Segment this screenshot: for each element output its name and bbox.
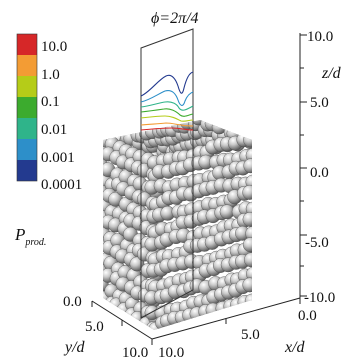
figure-title: ϕ=2π/4: [151, 10, 199, 27]
particle-sphere: [245, 226, 252, 242]
z-tick-label-4: -10.0: [304, 290, 335, 306]
legend-swatch-0: [17, 34, 37, 55]
contour-line-1: [140, 90, 194, 106]
y-tick-label-2: 10.0: [122, 345, 148, 360]
legend-swatch-3: [17, 97, 37, 118]
legend-quantity-symbol: P: [14, 225, 25, 244]
slice-plane-outline: [140, 28, 194, 319]
x-axis-label: x/d: [284, 339, 306, 356]
legend-label-0: 10.0: [41, 39, 67, 55]
legend-quantity-subscript: prod.: [24, 237, 46, 248]
legend-swatch-2: [17, 76, 37, 97]
particle-sphere: [242, 184, 252, 200]
legend-swatch-6: [17, 160, 37, 181]
contour-line-5: [140, 122, 194, 127]
legend-swatch-4: [17, 118, 37, 139]
legend-quantity: Pprod.: [14, 225, 46, 248]
particle-sphere: [242, 277, 252, 293]
z-axis-label: z/d: [321, 65, 342, 82]
legend-label-4: 0.001: [41, 150, 75, 166]
particle-sphere: [242, 211, 252, 227]
legend-label-1: 1.0: [41, 67, 60, 83]
particle-sphere: [244, 293, 252, 309]
legend-label-2: 0.1: [41, 94, 60, 110]
particle-sphere: [243, 132, 252, 148]
y-tick-label-0: 0.0: [63, 294, 82, 310]
z-tick-label-2: 0.0: [310, 165, 329, 181]
color-legend: 10.0 1.0 0.1 0.01 0.001 0.0001 Pprod.: [14, 33, 82, 248]
contour-line-6: [140, 127, 194, 131]
particle-sphere: [243, 252, 252, 268]
legend-label-5: 0.0001: [41, 177, 82, 193]
x-tick-label-0: 10.0: [158, 345, 184, 360]
contour-line-4: [140, 115, 194, 122]
x-axis: 10.0 5.0 x/d 0.0: [151, 297, 317, 360]
z-tick-label-1: 5.0: [310, 95, 329, 111]
z-tick-label-0: 10.0: [307, 29, 333, 45]
y-tick-label-1: 5.0: [85, 319, 104, 335]
x-tick-label-1: 5.0: [241, 327, 260, 343]
z-tick-label-3: -5.0: [305, 235, 329, 251]
sphere-packing: [103, 120, 252, 330]
particle-sphere: [242, 237, 252, 253]
z-axis: 10.0 z/d 5.0 0.0 -5.0 -10.0: [299, 29, 342, 306]
y-axis-label: y/d: [63, 339, 86, 356]
contour-line-0: [140, 71, 194, 97]
y-axis: 0.0 5.0 y/d 10.0: [63, 294, 153, 360]
legend-swatch-1: [17, 55, 37, 76]
contour-line-2: [140, 101, 194, 111]
legend-label-3: 0.01: [41, 122, 67, 138]
contour-line-3: [140, 108, 194, 117]
legend-frame: [16, 33, 38, 182]
particle-sphere: [243, 158, 252, 174]
x-tick-label-2: 0.0: [298, 308, 317, 324]
legend-swatch-5: [17, 139, 37, 160]
slice-plane: [140, 28, 194, 319]
